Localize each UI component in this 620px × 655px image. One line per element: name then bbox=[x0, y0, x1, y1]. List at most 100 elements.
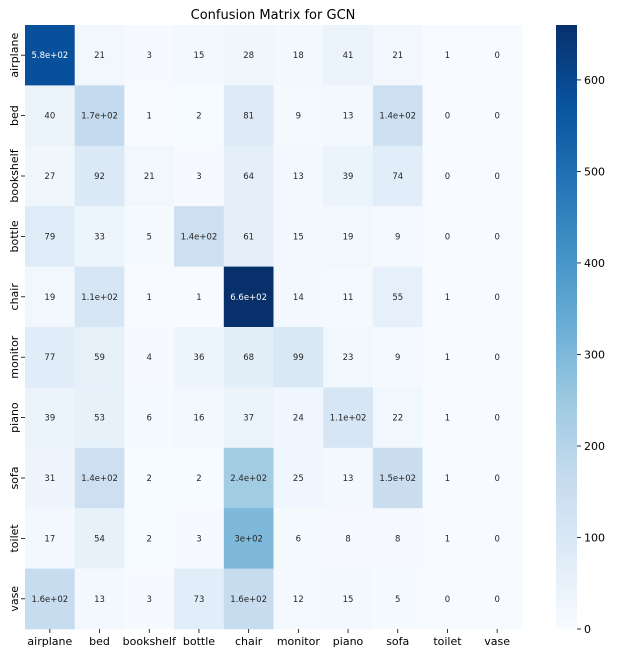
heatmap-cell bbox=[472, 25, 523, 86]
cell-value-label: 2 bbox=[196, 112, 201, 122]
heatmap-cell bbox=[223, 266, 274, 328]
heatmap-cell bbox=[223, 145, 274, 207]
cell-value-label: 13 bbox=[293, 172, 304, 182]
heatmap-cell bbox=[174, 508, 225, 569]
heatmap-cell bbox=[174, 387, 225, 449]
cell-value-label: 0 bbox=[494, 474, 499, 484]
cell-value-label: 59 bbox=[94, 353, 105, 363]
cell-value-label: 2 bbox=[196, 474, 201, 484]
cell-value-label: 3 bbox=[196, 172, 201, 182]
heatmap-cell bbox=[273, 327, 324, 388]
colorbar-tick-label: 0 bbox=[584, 623, 591, 636]
cell-value-label: 77 bbox=[44, 353, 55, 363]
heatmap-cell bbox=[124, 266, 175, 328]
cell-value-label: 1 bbox=[445, 474, 450, 484]
heatmap-cell bbox=[25, 508, 76, 569]
heatmap-cell bbox=[124, 387, 175, 449]
heatmap-cell bbox=[74, 85, 125, 147]
cell-value-label: 1.5e+02 bbox=[379, 474, 416, 484]
y-tick-label: vase bbox=[8, 586, 21, 612]
heatmap-cell bbox=[372, 145, 423, 207]
cell-value-label: 18 bbox=[293, 51, 304, 61]
cell-value-label: 9 bbox=[395, 353, 400, 363]
heatmap-cell bbox=[273, 145, 324, 207]
cell-value-label: 13 bbox=[343, 112, 354, 122]
x-tick-label: airplane bbox=[27, 635, 72, 648]
heatmap-cell bbox=[124, 327, 175, 388]
y-tick-label: piano bbox=[8, 402, 21, 433]
y-tick-label: monitor bbox=[8, 335, 21, 379]
cell-value-label: 11 bbox=[343, 293, 354, 303]
cell-value-label: 14 bbox=[293, 293, 304, 303]
cell-value-label: 13 bbox=[94, 595, 105, 605]
cell-value-label: 17 bbox=[44, 534, 55, 544]
heatmap-cell bbox=[174, 327, 225, 388]
cell-value-label: 5 bbox=[147, 232, 152, 242]
cell-value-label: 12 bbox=[293, 595, 304, 605]
heatmap-cell bbox=[223, 25, 274, 86]
y-tick-label: bottle bbox=[8, 220, 21, 252]
cell-value-label: 1 bbox=[445, 353, 450, 363]
heatmap-cell bbox=[74, 327, 125, 388]
chart-title: Confusion Matrix for GCN bbox=[191, 8, 356, 23]
heatmap-cell bbox=[25, 266, 76, 328]
cell-value-label: 1.6e+02 bbox=[230, 595, 267, 605]
cell-value-label: 54 bbox=[94, 534, 105, 544]
heatmap-cell bbox=[74, 508, 125, 569]
cell-value-label: 2 bbox=[147, 534, 152, 544]
heatmap-cell bbox=[323, 447, 374, 509]
heatmap-cell bbox=[124, 206, 175, 267]
cell-value-label: 0 bbox=[494, 595, 499, 605]
colorbar-tick-label: 100 bbox=[584, 531, 605, 544]
heatmap-cell bbox=[372, 508, 423, 569]
cell-value-label: 55 bbox=[392, 293, 403, 303]
heatmap-cell bbox=[124, 508, 175, 569]
cell-value-label: 81 bbox=[243, 112, 254, 122]
heatmap-cell bbox=[223, 327, 274, 388]
cell-value-label: 9 bbox=[395, 232, 400, 242]
cell-value-label: 1 bbox=[196, 293, 201, 303]
cell-value-label: 8 bbox=[395, 534, 400, 544]
y-axis-ticks: airplane bed bookshelf bottle chair monitor pi… bbox=[8, 33, 25, 612]
heatmap-cell bbox=[422, 266, 473, 328]
heatmap-cell bbox=[472, 387, 523, 449]
cell-value-label: 0 bbox=[494, 172, 499, 182]
heatmap-cell bbox=[422, 508, 473, 569]
heatmap-cell bbox=[223, 568, 274, 630]
colorbar-tick-label: 200 bbox=[584, 440, 605, 453]
cell-value-label: 74 bbox=[392, 172, 403, 182]
x-tick-label: chair bbox=[235, 635, 263, 648]
heatmap-cell bbox=[422, 206, 473, 267]
heatmap-cell bbox=[372, 206, 423, 267]
colorbar-tick-label: 600 bbox=[584, 74, 605, 87]
cell-value-label: 1 bbox=[445, 51, 450, 61]
heatmap-cell bbox=[124, 85, 175, 147]
cell-value-label: 1.7e+02 bbox=[81, 112, 118, 122]
heatmap-cell bbox=[422, 25, 473, 86]
cell-value-label: 13 bbox=[343, 474, 354, 484]
cell-value-label: 6 bbox=[147, 414, 152, 424]
cell-value-label: 1 bbox=[445, 534, 450, 544]
heatmap-cell bbox=[223, 387, 274, 449]
cell-value-label: 3e+02 bbox=[234, 534, 263, 544]
heatmap-cell bbox=[74, 145, 125, 207]
cell-value-label: 1 bbox=[147, 293, 152, 303]
cell-value-label: 15 bbox=[343, 595, 354, 605]
cell-value-label: 0 bbox=[445, 595, 450, 605]
colorbar-gradient bbox=[556, 25, 577, 629]
cell-value-label: 4 bbox=[147, 353, 152, 363]
heatmap-cell bbox=[25, 447, 76, 509]
heatmap-cell bbox=[25, 25, 76, 86]
heatmap-cell bbox=[323, 145, 374, 207]
heatmap-cell bbox=[223, 85, 274, 147]
heatmap-cell bbox=[422, 447, 473, 509]
cell-value-label: 25 bbox=[293, 474, 304, 484]
cell-value-label: 92 bbox=[94, 172, 105, 182]
cell-value-label: 16 bbox=[194, 414, 205, 424]
cell-value-label: 53 bbox=[94, 414, 105, 424]
cell-value-label: 6 bbox=[296, 534, 301, 544]
cell-value-label: 0 bbox=[494, 232, 499, 242]
heatmap-cell bbox=[472, 327, 523, 388]
cell-value-label: 21 bbox=[144, 172, 155, 182]
